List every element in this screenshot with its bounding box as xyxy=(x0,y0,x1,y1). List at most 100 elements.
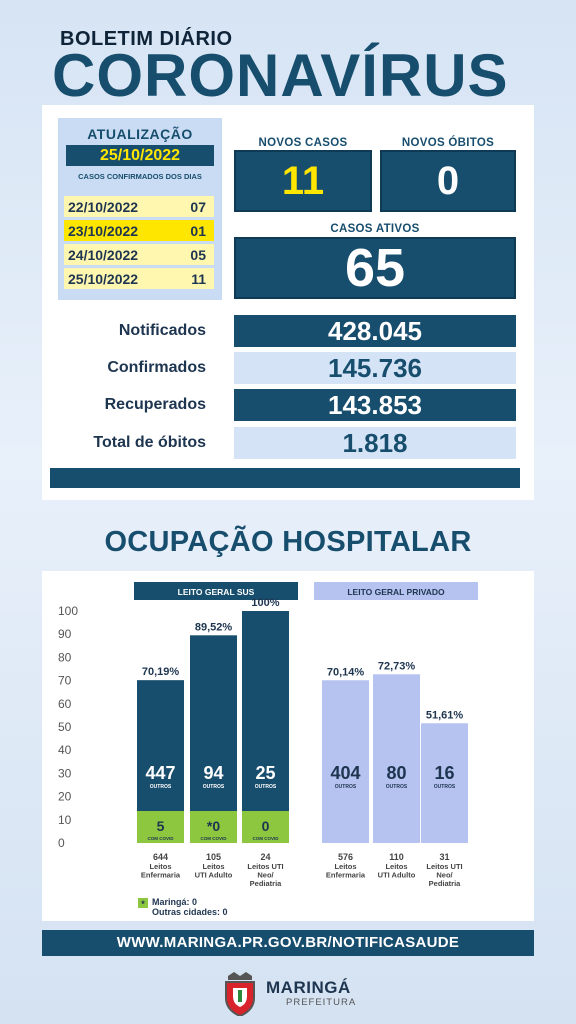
y-tick-label: 80 xyxy=(58,650,72,664)
covid-bar xyxy=(242,811,289,843)
category-desc: UTI Adulto xyxy=(195,871,233,880)
percent-label: 70,19% xyxy=(142,666,180,678)
covid-label: COM COVID xyxy=(252,836,279,841)
y-tick-label: 0 xyxy=(58,836,65,850)
day-date: 23/10/2022 xyxy=(68,222,139,239)
bar xyxy=(190,635,237,811)
group-header xyxy=(134,582,298,600)
bar xyxy=(322,680,369,843)
category-desc: Leitos xyxy=(149,862,171,871)
group-header xyxy=(314,582,478,600)
stat-label: Total de óbitos xyxy=(93,434,206,451)
day-row: 23/10/2022 01 xyxy=(64,220,214,241)
group-header-label: LEITO GERAL SUS xyxy=(178,587,255,597)
day-count: 07 xyxy=(190,198,206,215)
page-title: CORONAVÍRUS xyxy=(52,42,509,109)
category-total: 24 xyxy=(260,852,270,862)
category-desc: Enfermaria xyxy=(141,871,181,880)
y-tick-label: 20 xyxy=(58,790,72,804)
category-total: 576 xyxy=(338,852,353,862)
footnote-marker: * xyxy=(141,899,145,909)
covid-bar xyxy=(190,811,237,843)
update-subtitle: CASOS CONFIRMADOS DOS DIAS xyxy=(78,172,202,181)
percent-label: 89,52% xyxy=(195,621,233,633)
stat-label: Recuperados xyxy=(104,396,206,413)
bar xyxy=(137,680,184,811)
category-desc: Leitos UTI xyxy=(426,862,462,871)
logo-subtitle: PREFEITURA xyxy=(286,997,357,1008)
category-desc: Pediatria xyxy=(429,879,462,888)
outros-label: OUTROS xyxy=(386,784,408,790)
footnote-line: Maringá: 0 xyxy=(152,897,197,907)
percent-label: 100% xyxy=(251,597,279,609)
day-row: 24/10/2022 05 xyxy=(64,244,214,265)
category-desc: Leitos UTI xyxy=(247,862,283,871)
category-desc: Leitos xyxy=(202,862,224,871)
outros-value: 447 xyxy=(145,763,175,783)
outros-value: 404 xyxy=(330,763,360,783)
percent-label: 70,14% xyxy=(327,666,365,678)
outros-label: OUTROS xyxy=(434,784,456,790)
covid-label: COM COVID xyxy=(147,836,174,841)
y-tick-label: 30 xyxy=(58,766,72,780)
category-desc: Leitos xyxy=(385,862,407,871)
footnote-line: Outras cidades: 0 xyxy=(152,907,228,917)
day-count: 11 xyxy=(191,270,206,287)
category-desc: Neo/ xyxy=(436,871,453,880)
category-total: 105 xyxy=(206,852,221,862)
outros-value: 25 xyxy=(255,763,275,783)
day-row: 22/10/2022 07 xyxy=(64,196,214,217)
active-cases-label: CASOS ATIVOS xyxy=(330,223,420,235)
category-desc: Pediatria xyxy=(250,879,283,888)
category-total: 644 xyxy=(153,852,168,862)
bulletin-subtitle: BOLETIM DIÁRIO xyxy=(60,28,233,50)
y-tick-label: 10 xyxy=(58,813,72,827)
new-deaths-value: 0 xyxy=(380,150,516,212)
y-tick-label: 100 xyxy=(58,604,78,618)
stat-value: 428.045 xyxy=(234,315,516,347)
stat-value: 143.853 xyxy=(234,389,516,421)
stat-value: 1.818 xyxy=(234,427,516,459)
outros-value: 94 xyxy=(203,763,223,783)
day-row: 25/10/2022 11 xyxy=(64,268,214,289)
stat-label: Notificados xyxy=(118,322,206,339)
covid-label: COM COVID xyxy=(200,836,227,841)
outros-label: OUTROS xyxy=(150,784,172,790)
day-count: 01 xyxy=(190,222,206,239)
category-desc: Neo/ xyxy=(257,871,274,880)
bar xyxy=(242,611,289,811)
outros-value: 80 xyxy=(386,763,406,783)
covid-value: *0 xyxy=(207,818,220,834)
covid-value: 0 xyxy=(262,818,270,834)
day-date: 25/10/2022 xyxy=(68,270,139,287)
y-tick-label: 90 xyxy=(58,627,72,641)
panel-divider xyxy=(50,468,520,488)
new-cases-value: 11 xyxy=(234,150,372,212)
footnote-marker-box xyxy=(138,898,148,908)
group-header-label: LEITO GERAL PRIVADO xyxy=(347,587,445,597)
covid-value: 5 xyxy=(157,818,165,834)
bar xyxy=(421,723,468,843)
outros-value: 16 xyxy=(434,763,454,783)
day-date: 24/10/2022 xyxy=(68,246,139,263)
update-date: 25/10/2022 xyxy=(66,145,214,166)
new-deaths-label: NOVOS ÓBITOS xyxy=(401,137,495,149)
footer-url-link[interactable]: WWW.MARINGA.PR.GOV.BR/NOTIFICASAUDE xyxy=(42,930,534,956)
active-cases-value: 65 xyxy=(234,237,516,299)
bar xyxy=(373,674,420,843)
outros-label: OUTROS xyxy=(335,784,357,790)
section-title: OCUPAÇÃO HOSPITALAR xyxy=(104,526,472,558)
stat-label: Confirmados xyxy=(107,359,206,376)
category-desc: Enfermaria xyxy=(326,871,366,880)
stat-value: 145.736 xyxy=(234,352,516,384)
outros-label: OUTROS xyxy=(255,784,277,790)
percent-label: 51,61% xyxy=(426,709,464,721)
logo-name: MARINGÁ xyxy=(266,978,351,997)
category-desc: Leitos xyxy=(334,862,356,871)
category-desc: UTI Adulto xyxy=(378,871,416,880)
covid-bar xyxy=(137,811,184,843)
new-cases-label: NOVOS CASOS xyxy=(258,137,348,149)
y-tick-label: 50 xyxy=(58,720,72,734)
chart-panel: 100 90 80 70 60 50 40 30 20 10 0 LEITO GERAL SUS 5 CO… xyxy=(42,571,534,921)
